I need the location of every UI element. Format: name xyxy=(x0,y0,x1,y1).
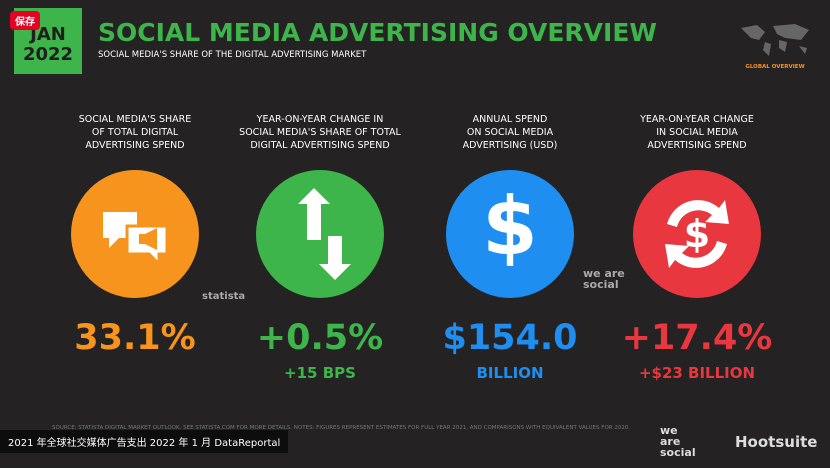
metric-label-line: ON SOCIAL MEDIA xyxy=(466,127,554,138)
metric-label-line: ANNUAL SPEND xyxy=(472,114,548,125)
save-button[interactable]: 保存 xyxy=(10,11,40,30)
metric-subvalue: +15 BPS xyxy=(284,364,356,382)
metric-icon xyxy=(256,170,384,298)
metric-icon xyxy=(71,170,199,298)
source-note: SOURCE: STATISTA DIGITAL MARKET OUTLOOK.… xyxy=(52,425,631,431)
date-badge: JAN 2022 xyxy=(14,8,82,74)
svg-text:$: $ xyxy=(482,180,538,273)
map-label: GLOBAL OVERVIEW xyxy=(745,64,805,70)
metric-label-line: ADVERTISING SPEND xyxy=(85,140,185,151)
image-caption: 2021 年全球社交媒体广告支出 2022 年 1 月 DataReportal xyxy=(0,430,289,453)
metric-icon: $ xyxy=(633,170,761,298)
metric-value: $154.0 xyxy=(442,318,578,358)
metric-label-line: OF TOTAL DIGITAL xyxy=(91,127,179,138)
svg-text:$: $ xyxy=(684,212,710,256)
metric-label-line: YEAR-ON-YEAR CHANGE IN xyxy=(256,114,384,125)
we-are-social-logo: we are social xyxy=(583,267,625,291)
metric-label-line: YEAR-ON-YEAR CHANGE xyxy=(640,114,754,125)
metric-label-line: IN SOCIAL MEDIA xyxy=(656,127,738,138)
badge-month: JAN xyxy=(30,24,66,45)
statista-logo: statista xyxy=(202,291,246,302)
metric-label-line: SOCIAL MEDIA'S SHARE OF TOTAL xyxy=(239,127,401,138)
we-are-social-footer-logo: we are social xyxy=(660,424,696,459)
metric-subvalue: +$23 BILLION xyxy=(638,364,756,382)
metric-icon: $ xyxy=(446,170,574,298)
metric-value: 33.1% xyxy=(74,318,196,358)
world-map xyxy=(741,24,809,56)
metric-label-line: SOCIAL MEDIA'S SHARE xyxy=(78,114,192,125)
subtitle: SOCIAL MEDIA'S SHARE OF THE DIGITAL ADVE… xyxy=(98,50,367,60)
title: SOCIAL MEDIA ADVERTISING OVERVIEW xyxy=(98,18,657,47)
metric-label-line: DIGITAL ADVERTISING SPEND xyxy=(250,140,390,151)
metric-label-line: ADVERTISING SPEND xyxy=(647,140,747,151)
metric-subvalue: BILLION xyxy=(476,364,544,382)
metric-value: +17.4% xyxy=(621,318,773,358)
badge-year: 2022 xyxy=(22,44,74,65)
metric-label-line: ADVERTISING (USD) xyxy=(462,140,558,151)
hootsuite-logo: Hootsuite xyxy=(735,433,818,451)
metric-value: +0.5% xyxy=(256,318,384,358)
